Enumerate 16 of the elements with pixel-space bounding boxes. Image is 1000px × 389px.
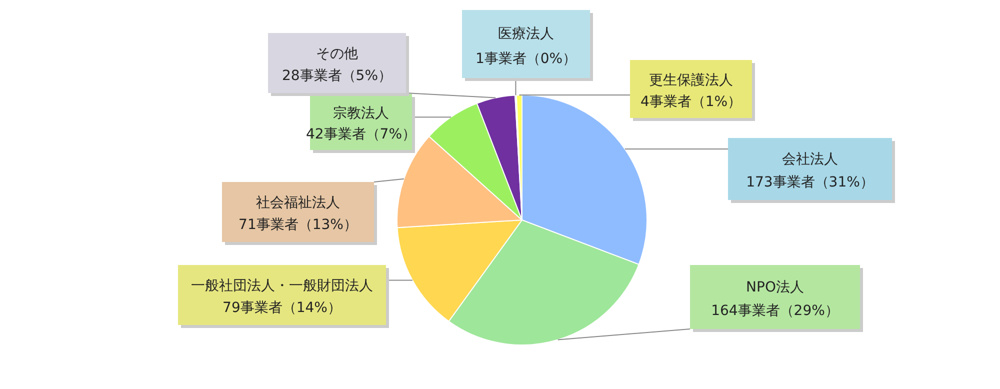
- data-label: 4事業者（1%）: [640, 94, 742, 110]
- slice-label: 医療法人: [498, 26, 554, 42]
- slice-label: 社会福祉法人: [256, 195, 340, 211]
- data-label: 28事業者（5%）: [282, 68, 392, 84]
- slice-label: NPO法人: [746, 279, 804, 296]
- data-label: 164事業者（29%）: [711, 303, 839, 320]
- slice-label: 会社法人: [782, 152, 838, 168]
- data-label: 79事業者（14%）: [222, 300, 342, 316]
- data-label: 173事業者（31%）: [746, 174, 874, 191]
- slice-label: 一般社団法人・一般財団法人: [191, 278, 373, 294]
- slice-label: 宗教法人: [333, 106, 389, 122]
- data-label: 71事業者（13%）: [238, 217, 358, 234]
- slice-label: その他: [316, 46, 358, 62]
- slice-label: 更生保護法人: [649, 72, 733, 88]
- data-label: 1事業者（0%）: [475, 50, 577, 67]
- data-label: 42事業者（7%）: [306, 126, 416, 142]
